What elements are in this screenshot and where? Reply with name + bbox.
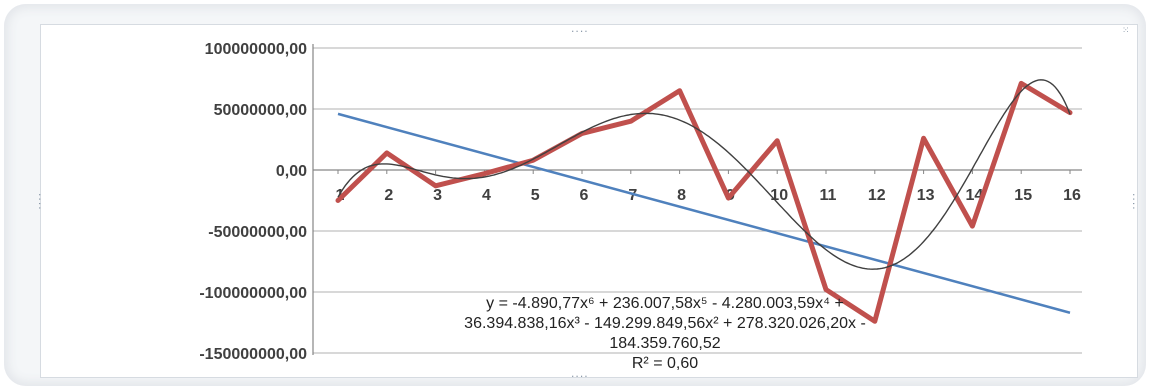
x-tick-label: 11 xyxy=(820,187,837,204)
y-tick-label: 100000000,00 xyxy=(205,41,307,58)
data-point xyxy=(922,136,926,140)
data-point xyxy=(336,199,340,202)
x-tick-label: 8 xyxy=(677,187,686,204)
x-tick-label: 2 xyxy=(384,187,393,204)
x-tick-label: 15 xyxy=(1014,187,1032,204)
data-point xyxy=(678,89,682,93)
x-tick-label: 5 xyxy=(531,187,540,204)
data-point xyxy=(482,172,486,176)
y-tick-label: -100000000,00 xyxy=(199,285,307,302)
x-tick-label: 3 xyxy=(433,187,442,204)
x-tick-label: 10 xyxy=(770,187,788,204)
linear-trendline-layer xyxy=(337,112,1071,314)
equation-line: 184.359.760,52 xyxy=(609,335,720,352)
polynomial-trendline-layer xyxy=(337,79,1071,270)
data-point xyxy=(824,288,828,292)
x-tick-label: 16 xyxy=(1063,187,1081,204)
resize-handle-top[interactable]: .... xyxy=(570,25,589,35)
y-tick-label: 0,00 xyxy=(276,163,307,180)
resize-handle-bottom[interactable]: .... xyxy=(570,370,589,380)
resize-handle-left[interactable]: .... xyxy=(36,192,46,210)
x-tick-label: 13 xyxy=(917,187,935,204)
x-tick-label: 6 xyxy=(580,187,589,204)
data-point xyxy=(434,184,438,188)
y-tick-label: -50000000,00 xyxy=(208,224,307,241)
linear-trendline xyxy=(337,112,1071,314)
x-tick-label: 4 xyxy=(482,187,491,204)
equation-line: y = -4.890,77x⁶ + 236.007,58x⁵ - 4.280.0… xyxy=(486,295,844,312)
y-tick-label: 50000000,00 xyxy=(214,102,308,119)
x-tick-label: 12 xyxy=(868,187,886,204)
polynomial-trendline xyxy=(337,79,1071,270)
x-axis-tick-labels: 1 2 3 4 5 6 7 8 9 10 11 12 13 14 15 16 xyxy=(336,187,1081,204)
data-point xyxy=(629,119,633,123)
axes xyxy=(312,44,1082,355)
equation-line: R² = 0,60 xyxy=(632,355,698,372)
chart-plot-frame[interactable] xyxy=(40,24,1138,378)
resize-handle-right[interactable]: .... xyxy=(1130,192,1140,210)
x-tick-label: 7 xyxy=(628,187,637,204)
data-point xyxy=(726,196,730,200)
equation-line: 36.394.838,16x³ - 149.299.849,56x² + 278… xyxy=(464,315,866,332)
trendline-equation-label: y = -4.890,77x⁶ + 236.007,58x⁵ - 4.280.0… xyxy=(464,295,866,372)
data-series-layer xyxy=(335,80,1073,324)
data-point xyxy=(775,139,779,143)
data-point xyxy=(873,319,877,323)
data-series-line xyxy=(335,80,1073,324)
resize-handle-corner[interactable]: ⁙ xyxy=(1122,26,1129,36)
y-tick-label: -150000000,00 xyxy=(199,346,307,363)
data-point xyxy=(970,224,974,228)
data-point xyxy=(1019,81,1023,85)
data-point xyxy=(385,151,389,155)
y-axis-tick-labels: 100000000,00 50000000,00 0,00 -50000000,00 -… xyxy=(199,41,307,363)
